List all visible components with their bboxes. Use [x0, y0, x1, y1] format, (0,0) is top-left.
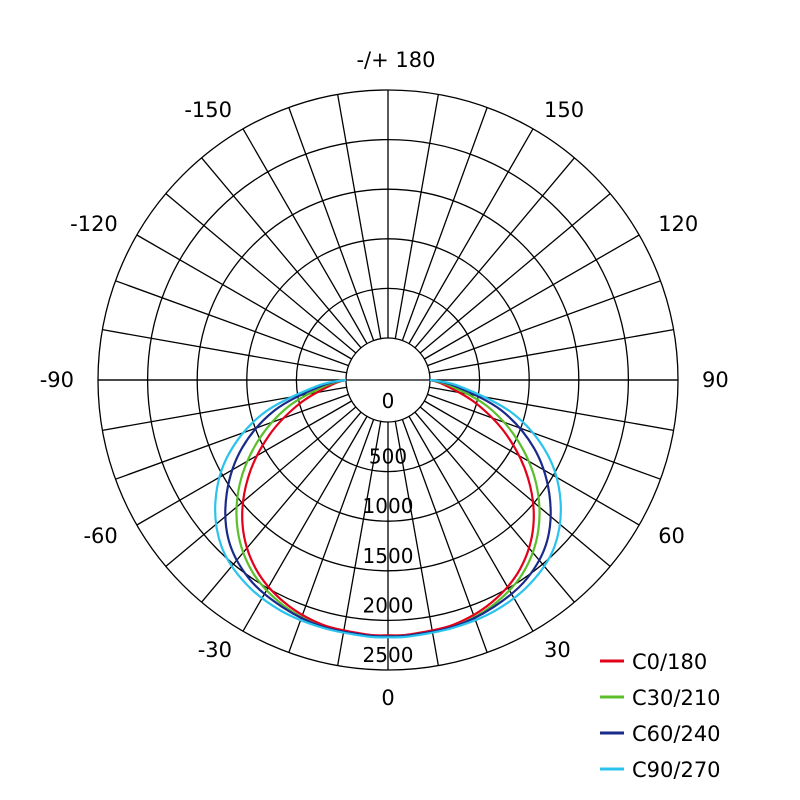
- grid-spoke-220: [201, 157, 362, 349]
- grid-spoke-310: [165, 406, 357, 567]
- angle-label: 30: [544, 638, 571, 662]
- grid-spoke-250: [115, 280, 349, 367]
- angle-label: 90: [702, 368, 729, 392]
- grid-spoke-210: [242, 128, 368, 344]
- radial-tick-label: 500: [369, 445, 407, 469]
- grid-spoke-350: [337, 421, 382, 666]
- angle-label: -150: [184, 98, 232, 122]
- angle-label: 150: [544, 98, 584, 122]
- grid-spoke-260: [102, 329, 347, 374]
- grid-spoke-290: [115, 393, 349, 480]
- angle-label: -30: [198, 638, 232, 662]
- legend: C0/180 C30/210 C60/240 C90/270: [600, 650, 721, 782]
- grid-spoke-330: [242, 416, 368, 632]
- grid-spoke-70: [427, 393, 661, 480]
- grid-spoke-20: [401, 419, 488, 653]
- grid-spoke-30: [408, 416, 534, 632]
- grid-spoke-200: [288, 107, 375, 341]
- radial-tick-label: 2000: [363, 593, 414, 617]
- grid-spoke-160: [401, 107, 488, 341]
- angle-label: 120: [658, 212, 698, 236]
- grid-spoke-240: [136, 234, 352, 360]
- radial-tick-label: 1500: [363, 544, 414, 568]
- angle-label: -/+ 180: [356, 48, 435, 72]
- angle-label: -120: [70, 212, 118, 236]
- grid-spoke-60: [424, 400, 640, 526]
- series-line-c90-270: [214, 378, 562, 639]
- grid-spoke-170: [394, 94, 439, 339]
- grid-spoke-150: [408, 128, 534, 344]
- grid-spoke-10: [394, 421, 439, 666]
- polar-grid: [97, 89, 679, 671]
- angle-label: -60: [83, 524, 117, 548]
- grid-spoke-320: [201, 411, 362, 603]
- legend-label: C60/240: [632, 722, 721, 746]
- grid-spoke-190: [337, 94, 382, 339]
- grid-spoke-40: [414, 411, 575, 603]
- grid-spoke-50: [419, 406, 611, 567]
- grid-spoke-300: [136, 400, 352, 526]
- grid-spoke-140: [414, 157, 575, 349]
- grid-spoke-110: [427, 280, 661, 367]
- legend-label: C90/270: [632, 758, 721, 782]
- radial-tick-label: 0: [382, 389, 395, 413]
- grid-spoke-130: [419, 193, 611, 354]
- radial-tick-label: 2500: [363, 643, 414, 667]
- grid-spoke-100: [429, 329, 674, 374]
- angle-label: 0: [381, 686, 394, 710]
- legend-label: C30/210: [632, 686, 721, 710]
- radial-tick-label: 1000: [363, 494, 414, 518]
- grid-spoke-340: [288, 419, 375, 653]
- grid-spoke-230: [165, 193, 357, 354]
- angle-label: -90: [40, 368, 74, 392]
- angle-label: 60: [658, 524, 685, 548]
- legend-label: C0/180: [632, 650, 707, 674]
- grid-spoke-120: [424, 234, 640, 360]
- label-layer: 0 30 60 90 120 150 -/+ 180 -150 -120 -90 -60 -30 0 50…: [40, 48, 729, 710]
- series-layer: [214, 378, 562, 639]
